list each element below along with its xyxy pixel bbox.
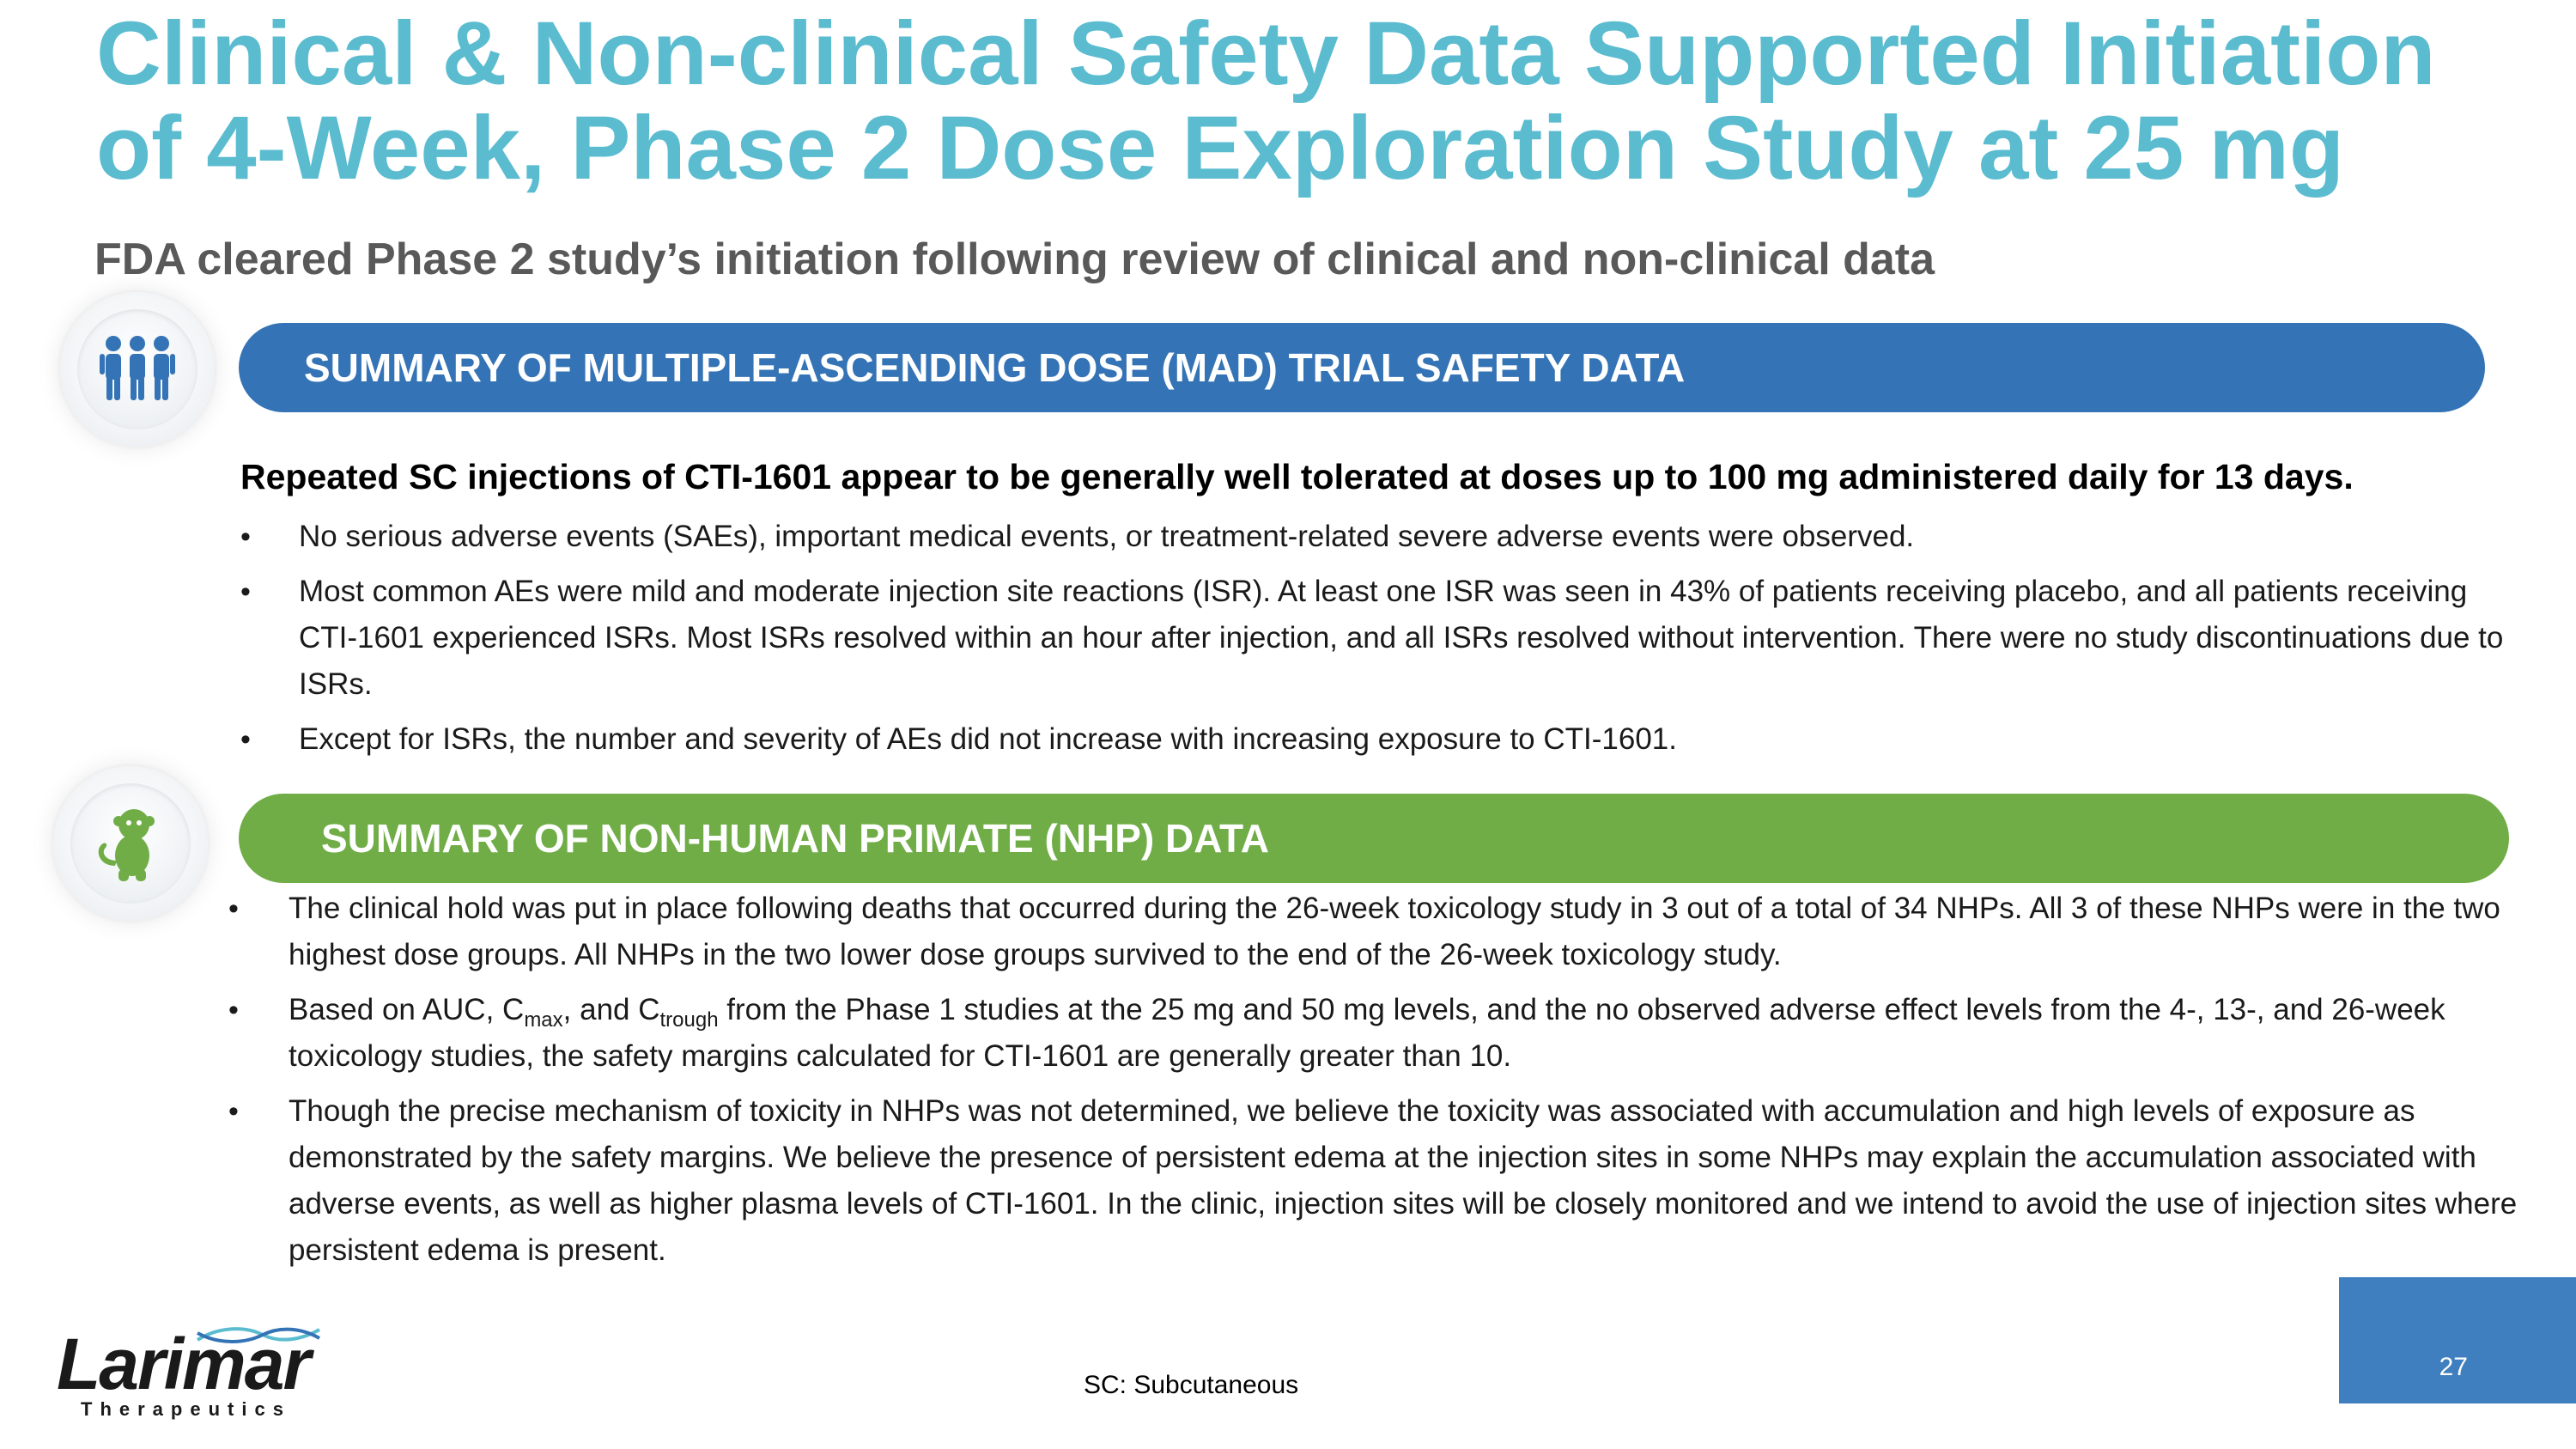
page-number: 27 <box>2439 1353 2468 1381</box>
list-item-text: No serious adverse events (SAEs), import… <box>299 520 1915 553</box>
list-item: • Most common AEs were mild and moderate … <box>240 569 2507 708</box>
bullet-marker: • <box>240 575 251 608</box>
logo-wordmark: Larimar <box>57 1324 311 1404</box>
bullet-marker: • <box>240 723 251 756</box>
nhp-icon-badge <box>53 766 208 921</box>
list-item-text: Most common AEs were mild and moderate i… <box>299 575 2504 701</box>
list-item-text: Though the precise mechanism of toxicity… <box>289 1094 2518 1267</box>
text-fragment: Based on AUC, C <box>289 993 525 1026</box>
larimar-logo: Larimar Therapeutics <box>57 1323 320 1420</box>
list-item: • Though the precise mechanism of toxicit… <box>227 1088 2528 1274</box>
monkey-icon <box>98 809 155 881</box>
list-item: • The clinical hold was put in place foll… <box>227 886 2528 978</box>
nhp-section-banner: SUMMARY OF NON-HUMAN PRIMATE (NHP) DATA <box>239 794 2509 883</box>
subscript-max: max <box>524 1008 563 1032</box>
subscript-trough: trough <box>659 1008 719 1032</box>
list-item-text: The clinical hold was put in place follo… <box>289 892 2500 971</box>
list-item-text: Based on AUC, Cmax, and Ctrough from the… <box>289 993 2445 1073</box>
text-fragment: from the Phase 1 studies at the 25 mg an… <box>289 993 2445 1073</box>
bullet-marker: • <box>228 892 239 925</box>
mad-lead-statement: Repeated SC injections of CTI-1601 appea… <box>240 457 2354 496</box>
bullet-marker: • <box>240 521 251 553</box>
slide-subtitle: FDA cleared Phase 2 study’s initiation f… <box>94 234 1935 284</box>
list-item: • Based on AUC, Cmax, and Ctrough from th… <box>227 987 2528 1080</box>
nhp-bullet-list: • The clinical hold was put in place foll… <box>227 886 2528 1282</box>
list-item-text: Except for ISRs, the number and severity… <box>299 722 1677 756</box>
bullet-marker: • <box>228 994 239 1026</box>
mad-section-banner: SUMMARY OF MULTIPLE-ASCENDING DOSE (MAD)… <box>239 323 2485 412</box>
dna-strand-icon <box>196 1327 320 1343</box>
logo-subtitle: Therapeutics <box>81 1398 291 1420</box>
text-fragment: , and C <box>562 993 660 1026</box>
people-group-icon <box>100 336 175 400</box>
slide-title: Clinical & Non-clinical Safety Data Supp… <box>96 3 2436 198</box>
mad-icon-badge <box>60 292 215 447</box>
list-item: • Except for ISRs, the number and severit… <box>240 716 2507 763</box>
bullet-marker: • <box>228 1095 239 1128</box>
page-number-box: 27 <box>2339 1277 2576 1403</box>
mad-bullet-list: • No serious adverse events (SAEs), impor… <box>240 514 2507 771</box>
footnote: SC: Subcutaneous <box>1084 1371 1299 1399</box>
list-item: • No serious adverse events (SAEs), impor… <box>240 514 2507 560</box>
